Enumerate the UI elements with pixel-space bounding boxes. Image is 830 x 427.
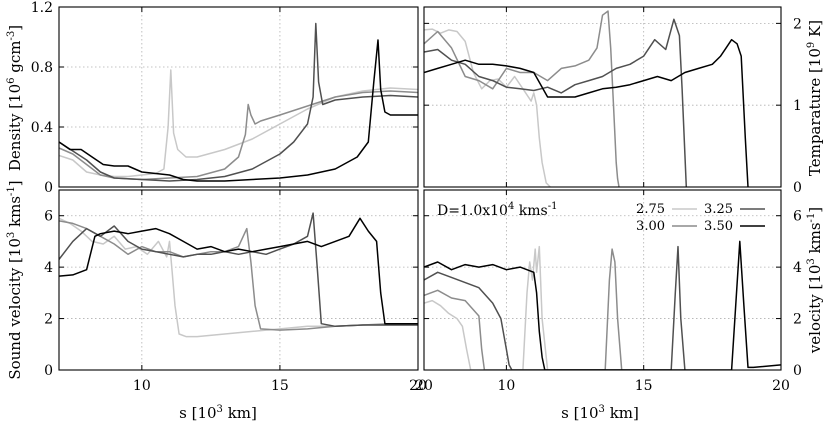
velocity-ytick-label: 2: [793, 312, 802, 328]
sound-velocity-ytick-label: 2: [44, 312, 53, 328]
legend-label-3-25: 3.25: [704, 202, 733, 217]
density-frame: [58, 6, 419, 188]
velocity-ytick-label: 4: [793, 260, 802, 276]
velocity-xtick-label: 20: [772, 378, 790, 394]
temperature-series-2-75: [424, 28, 551, 187]
sound-velocity-ytick-label: 4: [44, 260, 53, 276]
sound-velocity-xtick-label: 20: [409, 378, 427, 394]
velocity-ytick-label: 6: [793, 209, 802, 225]
density-series-2-75: [59, 69, 418, 178]
density-ytick-label: 0.8: [31, 60, 53, 76]
velocity-ytick-label: 0: [793, 363, 802, 379]
sound-velocity-series-3-50: [59, 217, 418, 325]
density-series-3-25: [59, 22, 418, 182]
sound-velocity-series-3-25: [59, 212, 418, 328]
velocity-series-2-75: [424, 245, 549, 370]
density-panel: 0 0.4 0.8 1.2: [31, 0, 419, 196]
right-xlabel: s [103 km]: [561, 404, 639, 422]
temperature-ytick-label: 2: [793, 16, 802, 32]
temperature-series-3-50: [424, 38, 749, 187]
density-series-3-50: [59, 39, 418, 182]
legend-label-3-00: 3.00: [636, 219, 665, 234]
velocity-panel: 0 2 4 6 20 10 15 20: [415, 189, 802, 394]
temperature-panel: 0 1 2: [423, 6, 802, 196]
velocity-ylabel: velocity [103 kms-1]: [806, 207, 824, 354]
velocity-series-3-25: [424, 245, 686, 370]
legend-label-3-50: 3.50: [704, 219, 733, 234]
sound-velocity-ytick-label: 6: [44, 209, 53, 225]
velocity-series-3-50: [424, 240, 781, 370]
density-series-3-00: [59, 90, 418, 181]
velocity-xtick-label: 10: [497, 378, 515, 394]
velocity-frame: [423, 189, 782, 371]
legend-label-2-75: 2.75: [636, 202, 665, 217]
density-ytick-label: 1.2: [31, 0, 53, 16]
legend: 2.75 3.25 3.00 3.50: [636, 202, 765, 234]
sound-velocity-ytick-label: 0: [44, 363, 53, 379]
velocity-xtick-label: 20: [415, 378, 433, 394]
sound-velocity-panel: 0 2 4 6 10 15 20: [44, 189, 427, 394]
sound-velocity-series-3-00: [59, 220, 418, 331]
sound-velocity-xtick-label: 15: [271, 378, 289, 394]
velocity-xtick-label: 15: [635, 378, 653, 394]
left-xlabel: s [103 km]: [179, 404, 257, 422]
diffusion-annotation: D=1.0x104 kms-1: [437, 201, 557, 219]
density-ytick-label: 0: [44, 180, 53, 196]
temperature-ylabel: Temparature [109 K]: [806, 20, 824, 176]
temperature-ytick-label: 1: [793, 98, 802, 114]
sound-velocity-series-2-75: [59, 217, 418, 338]
sound-velocity-ylabel: Sound velocity [103 kms-1]: [6, 180, 24, 379]
density-ylabel: Density [106 gcm-3]: [6, 25, 24, 171]
density-ytick-label: 0.4: [31, 120, 53, 136]
temperature-frame: [423, 6, 782, 188]
temperature-series-3-00: [424, 10, 620, 187]
temperature-ytick-label: 0: [793, 180, 802, 196]
velocity-series-3-00: [424, 248, 623, 370]
sound-velocity-frame: [58, 189, 419, 371]
sound-velocity-xtick-label: 10: [133, 378, 151, 394]
temperature-series-3-25: [424, 18, 688, 187]
